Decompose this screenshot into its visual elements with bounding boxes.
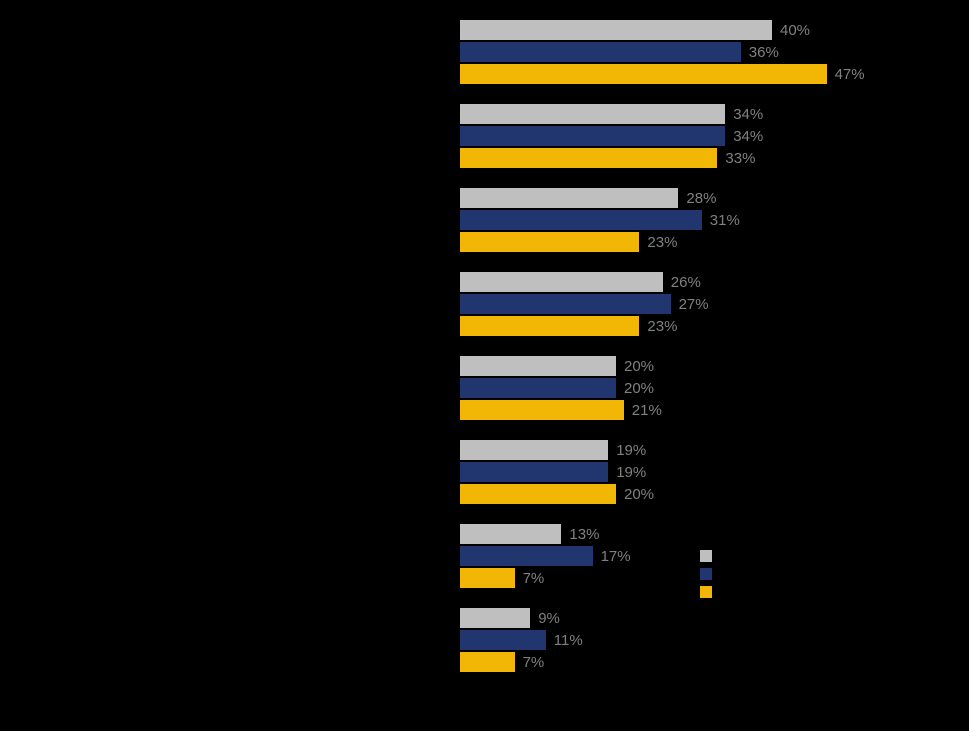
- bar-value-label: 13%: [569, 526, 599, 543]
- bar-value-label: 20%: [624, 486, 654, 503]
- bar-value-label: 11%: [554, 632, 583, 649]
- bar-value-label: 9%: [538, 610, 560, 627]
- bar-value-label: 7%: [523, 654, 545, 671]
- bar: [460, 484, 616, 504]
- bar-value-label: 34%: [733, 106, 763, 123]
- bar: [460, 64, 827, 84]
- bar: [460, 272, 663, 292]
- bar: [460, 126, 725, 146]
- legend-swatch: [700, 550, 712, 562]
- bar: [460, 42, 741, 62]
- bar-value-label: 36%: [749, 44, 779, 61]
- bar-value-label: 7%: [523, 570, 545, 587]
- bar: [460, 400, 624, 420]
- bar-value-label: 20%: [624, 380, 654, 397]
- bar-value-label: 20%: [624, 358, 654, 375]
- bar-value-label: 21%: [632, 402, 662, 419]
- bar-value-label: 34%: [733, 128, 763, 145]
- bar-value-label: 28%: [686, 190, 716, 207]
- bar-value-label: 23%: [647, 234, 677, 251]
- bar-value-label: 23%: [647, 318, 677, 335]
- bar: [460, 20, 772, 40]
- legend-swatch: [700, 586, 712, 598]
- bar: [460, 524, 561, 544]
- bar: [460, 630, 546, 650]
- bar-chart: 40%36%47%34%34%33%28%31%23%26%27%23%20%2…: [0, 20, 969, 692]
- legend: [700, 550, 720, 604]
- bar-value-label: 19%: [616, 442, 646, 459]
- bar: [460, 104, 725, 124]
- bar: [460, 232, 639, 252]
- bar-group: 34% 34% 33%: [0, 104, 969, 170]
- bar: [460, 608, 530, 628]
- bar-value-label: 33%: [725, 150, 755, 167]
- bar-group: 13%17% 7%: [0, 524, 969, 590]
- bar-group: 9% 11% 7%: [0, 608, 969, 674]
- bar-value-label: 17%: [601, 548, 631, 565]
- bar-value-label: 31%: [710, 212, 740, 229]
- bar: [460, 440, 608, 460]
- bar: [460, 148, 717, 168]
- bar: [460, 356, 616, 376]
- bar-group: 20% 20% 21%: [0, 356, 969, 422]
- bar-value-label: 26%: [671, 274, 701, 291]
- bar-value-label: 19%: [616, 464, 646, 481]
- bar: [460, 652, 515, 672]
- bar: [460, 462, 608, 482]
- bar-value-label: 40%: [780, 22, 810, 39]
- bar: [460, 210, 702, 230]
- bar-group: 40%36% 47%: [0, 20, 969, 86]
- bar-value-label: 27%: [679, 296, 709, 313]
- bar: [460, 316, 639, 336]
- bar-group: 28% 31% 23%: [0, 188, 969, 254]
- legend-item: [700, 550, 720, 562]
- bar-group: 26% 27%23%: [0, 272, 969, 338]
- legend-item: [700, 568, 720, 580]
- bar: [460, 568, 515, 588]
- bar: [460, 188, 678, 208]
- legend-item: [700, 586, 720, 598]
- bar-value-label: 47%: [835, 66, 865, 83]
- legend-swatch: [700, 568, 712, 580]
- bar: [460, 294, 671, 314]
- bar: [460, 378, 616, 398]
- bar-group: 19% 19% 20%: [0, 440, 969, 506]
- bar: [460, 546, 593, 566]
